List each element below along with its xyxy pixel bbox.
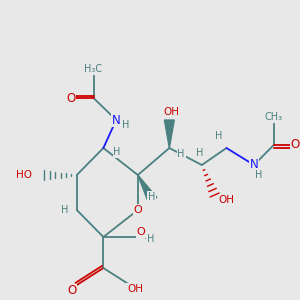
- Text: O: O: [66, 92, 76, 104]
- Text: N: N: [250, 158, 258, 172]
- Text: OH: OH: [163, 107, 179, 117]
- Text: O: O: [134, 205, 142, 215]
- Text: OH: OH: [218, 195, 235, 205]
- Text: H: H: [113, 147, 121, 157]
- Text: ·H: ·H: [145, 234, 155, 244]
- Text: H: H: [122, 120, 130, 130]
- Text: O: O: [136, 227, 145, 237]
- Polygon shape: [164, 120, 174, 148]
- Text: OH: OH: [127, 284, 143, 294]
- Text: H: H: [61, 205, 69, 215]
- Text: N: N: [112, 113, 121, 127]
- Text: O: O: [67, 284, 76, 298]
- Polygon shape: [138, 175, 157, 202]
- Text: H₃C: H₃C: [85, 64, 103, 74]
- Text: HO: HO: [16, 170, 32, 180]
- Text: O: O: [291, 139, 300, 152]
- Text: H: H: [215, 131, 222, 141]
- Text: H: H: [196, 148, 204, 158]
- Text: H: H: [255, 170, 262, 180]
- Text: H: H: [178, 149, 185, 159]
- Text: CH₃: CH₃: [265, 112, 283, 122]
- Text: H: H: [148, 192, 155, 202]
